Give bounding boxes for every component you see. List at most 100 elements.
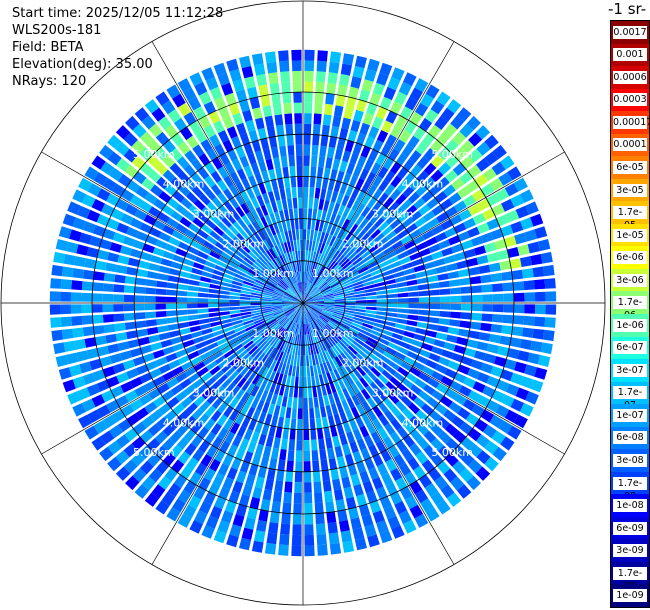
range-gate-cell <box>313 230 318 241</box>
range-gate-cell <box>136 328 148 338</box>
range-gate-cell <box>445 154 459 168</box>
range-gate-cell <box>399 486 413 500</box>
range-gate-cell <box>184 367 197 377</box>
range-gate-cell <box>230 340 241 349</box>
range-gate-cell <box>451 352 464 363</box>
range-gate-cell <box>403 330 415 339</box>
range-gate-cell <box>383 505 397 520</box>
range-gate-cell <box>241 287 252 292</box>
range-gate-cell <box>279 145 287 157</box>
range-gate-cell <box>434 191 448 203</box>
range-gate-cell <box>319 449 327 461</box>
range-gate-cell <box>356 403 366 416</box>
range-gate-cell <box>188 320 200 327</box>
range-gate-cell <box>51 264 64 277</box>
range-gate-cell <box>139 131 154 146</box>
range-gate-cell <box>425 330 437 338</box>
range-gate-cell <box>296 440 303 451</box>
range-gate-cell <box>204 405 216 418</box>
range-gate-cell <box>458 268 470 278</box>
range-gate-cell <box>285 308 295 316</box>
range-gate-cell <box>92 369 106 382</box>
range-gate-cell <box>145 287 156 295</box>
range-gate-cell <box>355 243 366 254</box>
range-gate-cell <box>245 119 256 133</box>
range-gate-cell <box>284 113 293 125</box>
range-gate-cell <box>387 515 401 529</box>
range-gate-cell <box>167 396 180 409</box>
range-gate-cell <box>350 406 360 419</box>
range-gate-cell <box>507 348 520 359</box>
range-gate-cell <box>413 361 425 371</box>
range-gate-cell <box>282 318 290 328</box>
range-gate-cell <box>123 459 138 474</box>
range-gate-cell <box>376 303 388 307</box>
range-gate-cell <box>332 314 343 320</box>
range-gate-cell <box>325 273 335 282</box>
range-gate-cell <box>355 352 366 363</box>
range-gate-cell <box>50 278 62 289</box>
range-gate-cell <box>333 290 344 295</box>
range-gate-cell <box>226 534 239 548</box>
range-gate-cell <box>106 193 120 207</box>
range-gate-cell <box>223 418 234 431</box>
range-gate-cell <box>185 345 197 354</box>
range-gate-cell <box>304 81 314 93</box>
range-gate-cell <box>425 507 440 522</box>
range-gate-cell <box>381 209 392 221</box>
range-gate-cell <box>216 179 228 192</box>
range-gate-cell <box>245 253 256 263</box>
range-gate-cell <box>345 96 357 110</box>
range-gate-cell <box>267 334 277 344</box>
range-gate-cell <box>213 530 227 544</box>
range-gate-cell <box>206 342 219 351</box>
range-gate-cell <box>492 446 507 462</box>
range-gate-cell <box>229 409 239 422</box>
range-gate-cell <box>368 126 380 139</box>
range-gate-cell <box>383 325 395 332</box>
range-gate-cell <box>287 310 296 318</box>
range-gate-cell <box>229 291 241 296</box>
range-gate-cell <box>381 472 393 486</box>
range-gate-cell <box>300 239 303 251</box>
range-gate-cell <box>271 304 282 307</box>
range-gate-cell <box>269 224 277 236</box>
range-gate-cell <box>303 218 307 230</box>
range-gate-cell <box>313 299 324 302</box>
range-gate-cell <box>268 347 277 358</box>
range-gate-cell <box>147 139 161 153</box>
range-gate-cell <box>177 315 189 322</box>
range-gate-cell <box>262 401 270 414</box>
range-ring <box>218 218 388 388</box>
range-gate-cell <box>292 251 297 262</box>
range-gate-cell <box>189 273 201 281</box>
range-gate-cell <box>513 304 525 314</box>
range-gate-cell <box>323 270 331 280</box>
range-gate-cell <box>239 300 251 303</box>
range-gate-cell <box>239 537 252 551</box>
range-gate-cell <box>300 292 303 303</box>
range-gate-cell <box>188 204 201 216</box>
range-gate-cell <box>446 99 462 114</box>
range-gate-cell <box>109 242 122 253</box>
range-gate-cell <box>218 294 230 299</box>
range-gate-cell <box>274 287 285 294</box>
colorbar-tick-label: 6e-09 <box>613 521 647 535</box>
range-gate-cell <box>189 72 203 87</box>
range-gate-cell <box>313 305 324 310</box>
range-gate-cell <box>366 171 377 184</box>
range-gate-cell <box>81 292 93 302</box>
range-gate-cell <box>198 440 211 453</box>
range-gate-cell <box>187 309 198 315</box>
range-gate-cell <box>381 120 393 134</box>
range-gate-cell <box>410 210 422 222</box>
range-gate-cell <box>229 184 239 197</box>
range-gate-cell <box>490 228 504 240</box>
range-gate-cell <box>221 217 232 228</box>
range-gate-cell <box>268 248 277 259</box>
range-gate-cell <box>390 125 403 138</box>
range-gate-cell <box>145 235 158 246</box>
range-gate-cell <box>324 271 333 281</box>
range-gate-cell <box>289 311 297 320</box>
range-gate-cell <box>224 500 237 514</box>
